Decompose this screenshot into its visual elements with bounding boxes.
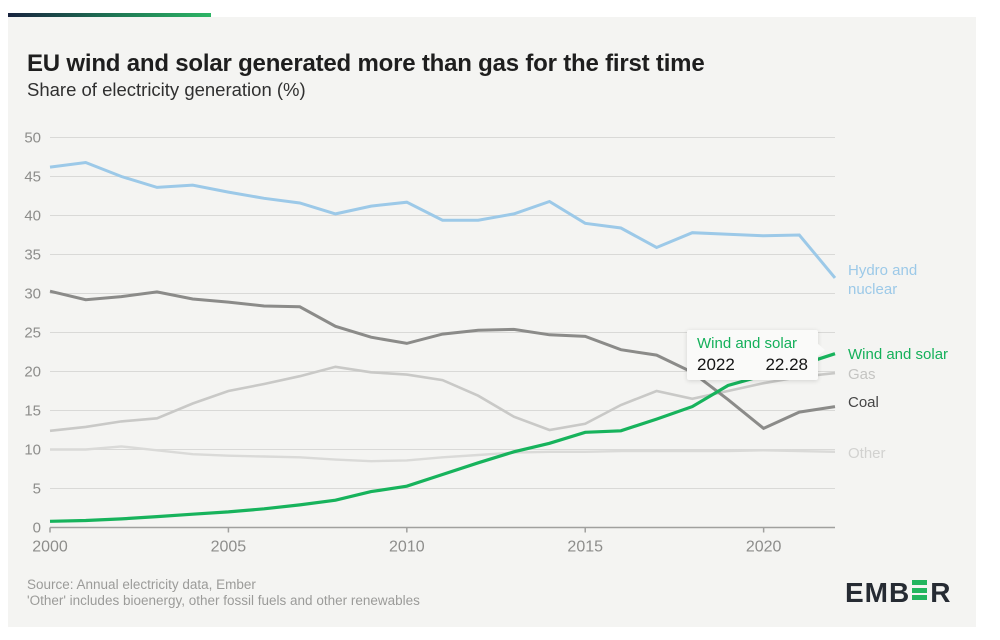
source-line: Source: Annual electricity data, Ember bbox=[27, 577, 256, 592]
y-tick-label: 40 bbox=[24, 208, 41, 225]
tooltip-year: 2022 bbox=[697, 355, 735, 374]
series-label-coal: Coal bbox=[848, 394, 879, 411]
series-label-other: Other bbox=[848, 445, 886, 462]
chart-panel bbox=[8, 17, 976, 627]
source-line: 'Other' includes bioenergy, other fossil… bbox=[27, 593, 420, 608]
x-tick-label: 2010 bbox=[389, 539, 425, 556]
y-tick-label: 5 bbox=[33, 481, 41, 498]
y-tick-label: 15 bbox=[24, 403, 41, 420]
hover-tooltip: Wind and solar 2022 22.28 bbox=[687, 330, 825, 380]
y-tick-label: 50 bbox=[24, 130, 41, 147]
series-label-wind_solar: Wind and solar bbox=[848, 346, 949, 363]
tooltip-value: 22.28 bbox=[765, 355, 808, 374]
brand-gradient-bar bbox=[8, 13, 211, 17]
page-title: EU wind and solar generated more than ga… bbox=[27, 50, 705, 78]
series-line-wind_solar[interactable] bbox=[49, 352, 836, 523]
series-label-hydro_nuclear: Hydro and nuclear bbox=[848, 262, 918, 298]
chart-subtitle: Share of electricity generation (%) bbox=[27, 79, 306, 100]
y-tick-label: 30 bbox=[24, 286, 41, 303]
series-line-coal[interactable] bbox=[49, 289, 836, 431]
y-tick-label: 25 bbox=[24, 325, 41, 342]
y-tick-label: 35 bbox=[24, 247, 41, 264]
y-tick-label: 45 bbox=[24, 169, 41, 186]
source-note: Source: Annual electricity data, Ember '… bbox=[27, 577, 420, 609]
ember-logo: EMB R bbox=[845, 579, 951, 607]
logo-text-suffix: R bbox=[930, 577, 952, 608]
y-tick-label: 0 bbox=[33, 520, 41, 537]
series-line-hydro_nuclear[interactable] bbox=[49, 160, 837, 279]
tooltip-series-name: Wind and solar bbox=[697, 335, 798, 352]
x-tick-label: 2005 bbox=[211, 539, 247, 556]
y-tick-label: 10 bbox=[24, 442, 41, 459]
series-line-gas[interactable] bbox=[49, 365, 836, 433]
series-label-gas: Gas bbox=[848, 366, 876, 383]
x-tick-label: 2000 bbox=[32, 539, 68, 556]
logo-e-bars-icon bbox=[912, 580, 928, 600]
y-tick-label: 20 bbox=[24, 364, 41, 381]
x-tick-label: 2020 bbox=[746, 539, 782, 556]
x-tick-label: 2015 bbox=[567, 539, 603, 556]
logo-text-prefix: EMB bbox=[845, 577, 911, 608]
series-line-other[interactable] bbox=[50, 445, 836, 463]
